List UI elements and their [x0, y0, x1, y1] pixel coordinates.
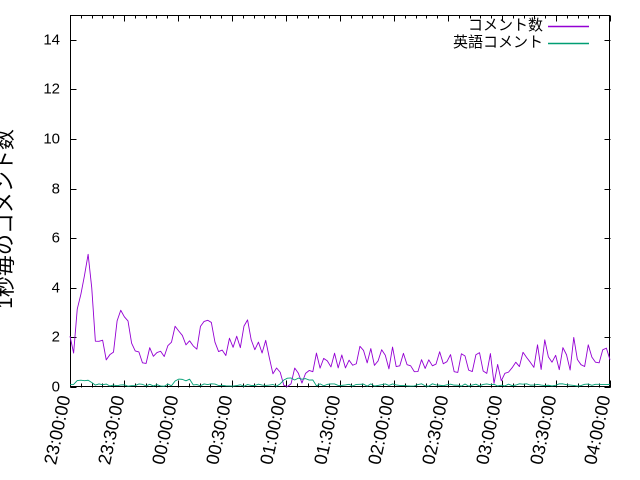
- svg-text:6: 6: [52, 230, 60, 247]
- svg-text:8: 8: [52, 181, 60, 198]
- svg-text:10: 10: [43, 131, 60, 148]
- svg-text:12: 12: [43, 81, 60, 98]
- svg-text:4: 4: [52, 280, 60, 297]
- svg-text:1秒毎のコメント数: 1秒毎のコメント数: [0, 129, 17, 309]
- svg-text:2: 2: [52, 329, 60, 346]
- svg-text:コメント数: コメント数: [468, 17, 543, 34]
- svg-text:14: 14: [43, 32, 60, 49]
- svg-text:英語コメント: 英語コメント: [453, 33, 543, 51]
- svg-text:0: 0: [52, 379, 60, 396]
